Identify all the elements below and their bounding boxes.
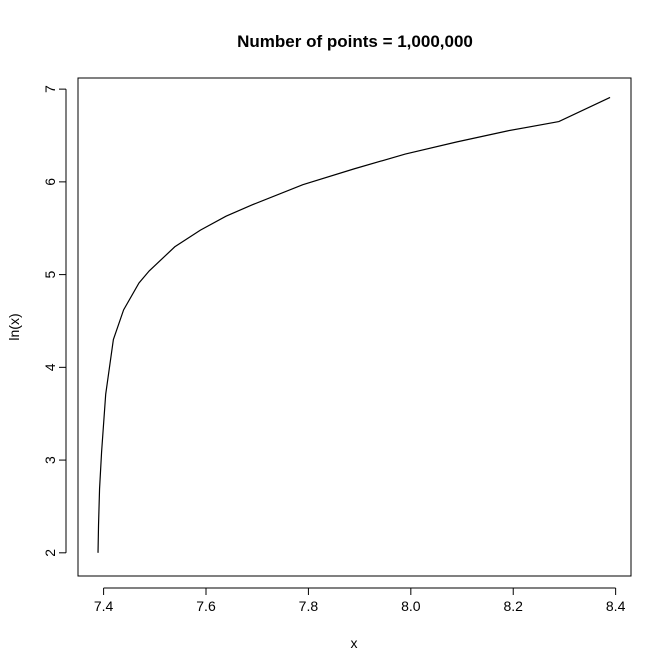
x-axis-label: x	[351, 635, 358, 651]
x-tick-label: 8.4	[606, 598, 626, 614]
y-tick-label: 3	[42, 456, 58, 464]
x-tick-label: 7.6	[196, 598, 216, 614]
chart-title: Number of points = 1,000,000	[237, 32, 473, 51]
x-ticks: 7.4 7.6 7.8 8.0 8.2 8.4	[94, 588, 626, 614]
x-tick-label: 8.2	[503, 598, 523, 614]
y-ticks: 2 3 4 5 6 7	[42, 85, 66, 557]
x-tick-label: 8.0	[401, 598, 421, 614]
y-tick-label: 2	[42, 549, 58, 557]
y-tick-label: 7	[42, 85, 58, 93]
y-axis-label: ln(x)	[6, 313, 22, 340]
y-axis: 2 3 4 5 6 7	[42, 85, 67, 557]
series-line	[97, 96, 611, 553]
x-tick-label: 7.4	[94, 598, 114, 614]
plot-frame	[77, 77, 632, 577]
x-tick-label: 7.8	[299, 598, 319, 614]
y-tick-label: 5	[42, 271, 58, 279]
y-tick-label: 4	[42, 363, 58, 371]
x-axis: 7.4 7.6 7.8 8.0 8.2 8.4	[94, 587, 626, 614]
y-tick-label: 6	[42, 178, 58, 186]
